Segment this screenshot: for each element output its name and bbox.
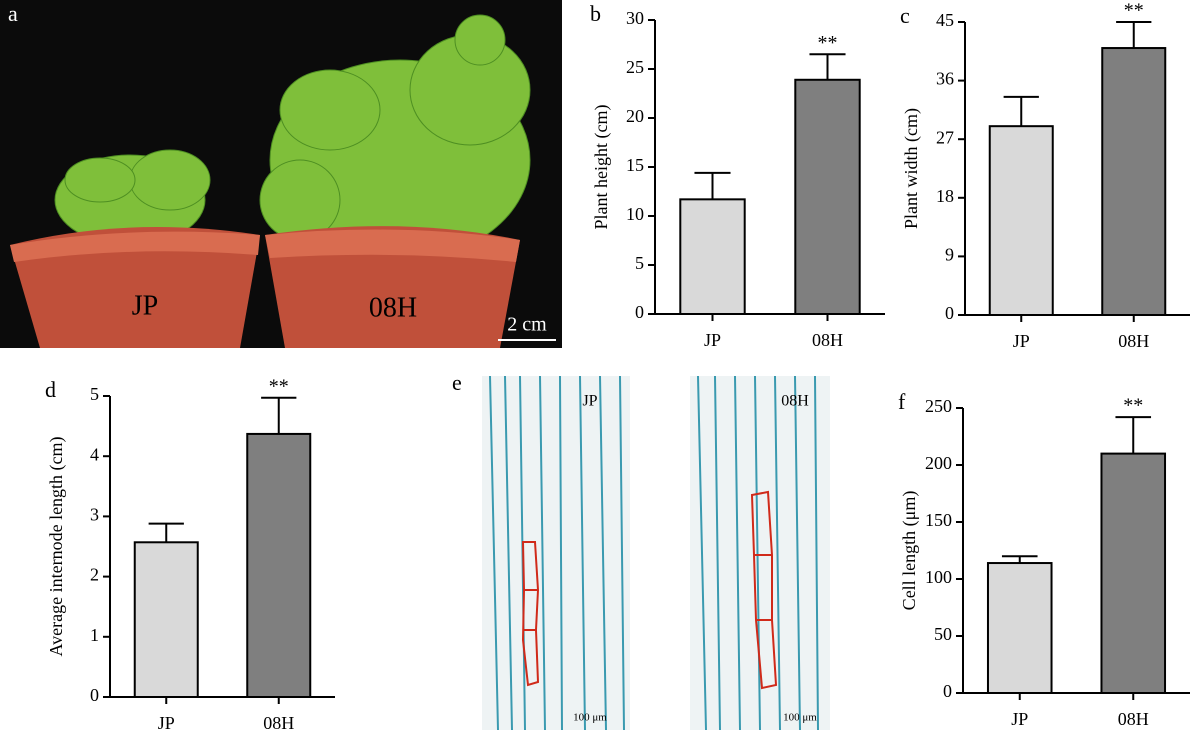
bar-chart: b Plant height (cm) 0 5 10 15 20 25 30 JP 08H ** bbox=[590, 1, 885, 350]
y-tick-label: 0 bbox=[90, 685, 99, 705]
y-tick-label: 5 bbox=[90, 384, 99, 404]
x-tick-label: JP bbox=[704, 330, 721, 350]
x-tick-label: 08H bbox=[1118, 709, 1149, 729]
y-axis-label: Average internode length (cm) bbox=[46, 436, 67, 656]
panel-letter: d bbox=[45, 377, 56, 402]
significance-label: ** bbox=[269, 375, 289, 397]
bar bbox=[1100, 452, 1167, 694]
scale-label: 100 μm bbox=[573, 712, 607, 724]
significance-label: ** bbox=[818, 32, 838, 54]
significance-label: ** bbox=[1124, 0, 1144, 22]
panel-letter: a bbox=[8, 1, 18, 26]
bar-chart: c Plant width (cm) 0 9 18 27 36 45 JP 08H ** bbox=[900, 0, 1190, 351]
y-tick-label: 200 bbox=[925, 453, 952, 473]
y-tick-label: 100 bbox=[925, 567, 952, 587]
y-tick-label: 150 bbox=[925, 510, 952, 530]
y-tick-label: 250 bbox=[925, 396, 952, 416]
y-tick-label: 15 bbox=[626, 155, 644, 175]
y-tick-label: 2 bbox=[90, 565, 99, 585]
y-axis-label: Plant width (cm) bbox=[901, 108, 922, 229]
y-tick-label: 0 bbox=[943, 681, 952, 701]
significance-label: ** bbox=[1123, 395, 1143, 417]
panel-letter: c bbox=[900, 3, 910, 28]
panel-letter: e bbox=[452, 370, 462, 395]
x-tick-label: JP bbox=[1013, 331, 1030, 351]
y-tick-label: 20 bbox=[626, 106, 644, 126]
bar bbox=[988, 125, 1054, 316]
y-tick-label: 25 bbox=[626, 57, 644, 77]
y-axis-label: Cell length (μm) bbox=[899, 491, 920, 611]
x-tick-label: 08H bbox=[1118, 331, 1149, 351]
bar-chart: d Average internode length (cm) 0 1 2 3 4 5 JP 08… bbox=[45, 375, 335, 733]
y-tick-label: 27 bbox=[936, 127, 954, 147]
y-tick-label: 45 bbox=[936, 10, 954, 30]
x-tick-label: 08H bbox=[263, 713, 294, 733]
bar bbox=[1101, 47, 1167, 317]
y-tick-label: 0 bbox=[945, 303, 954, 323]
micrograph-label: JP bbox=[582, 393, 597, 410]
y-tick-label: 0 bbox=[635, 302, 644, 322]
y-tick-label: 1 bbox=[90, 625, 99, 645]
y-tick-label: 30 bbox=[626, 8, 644, 28]
bar bbox=[133, 541, 199, 699]
bar bbox=[986, 562, 1053, 694]
x-tick-label: JP bbox=[1011, 709, 1028, 729]
bar bbox=[794, 78, 861, 315]
bar-chart: f Cell length (μm) 0 50 100 150 200 250 JP 08H ** bbox=[898, 389, 1190, 729]
x-tick-label: JP bbox=[158, 713, 175, 733]
y-tick-label: 3 bbox=[90, 505, 99, 525]
y-axis-label: Plant height (cm) bbox=[591, 105, 612, 230]
y-tick-label: 9 bbox=[945, 245, 954, 265]
plant-photo: a JP 08H 2 cm bbox=[0, 0, 562, 348]
y-tick-label: 36 bbox=[936, 69, 954, 89]
y-tick-label: 10 bbox=[626, 204, 644, 224]
bar bbox=[679, 198, 746, 315]
panel-letter: b bbox=[590, 1, 601, 26]
y-tick-label: 50 bbox=[934, 624, 952, 644]
photo-label: JP bbox=[132, 290, 158, 321]
bar bbox=[246, 432, 312, 698]
scale-label: 100 μm bbox=[783, 712, 817, 724]
y-tick-label: 5 bbox=[635, 253, 644, 273]
y-tick-label: 4 bbox=[90, 444, 99, 464]
micrograph-label: 08H bbox=[781, 393, 809, 410]
micrographs: e JP 08H 100 μm 100 μm bbox=[452, 370, 830, 731]
x-tick-label: 08H bbox=[812, 330, 843, 350]
panel-letter: f bbox=[898, 389, 906, 414]
scale-label: 2 cm bbox=[507, 314, 547, 336]
y-tick-label: 18 bbox=[936, 186, 954, 206]
photo-label: 08H bbox=[369, 292, 417, 323]
